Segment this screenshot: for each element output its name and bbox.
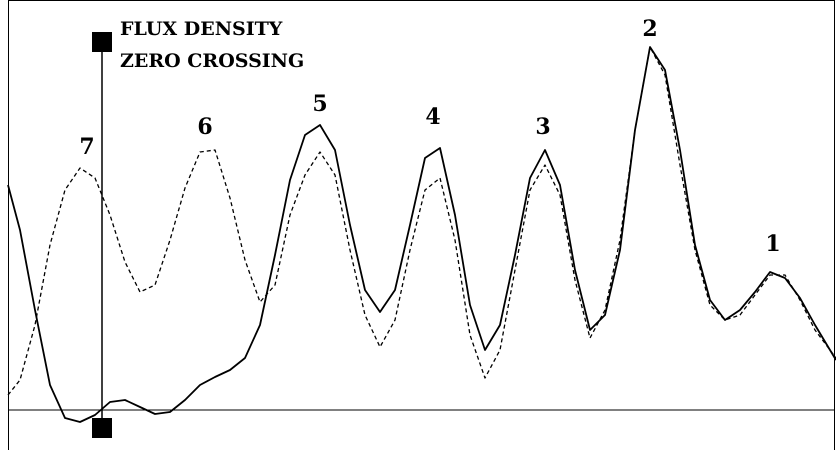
signal-line — [7, 46, 836, 423]
cursor-marker — [92, 32, 112, 52]
signal-line — [7, 46, 836, 396]
peak-label: 6 — [197, 114, 212, 140]
peak-label: 7 — [79, 134, 94, 160]
peak-label: 2 — [642, 16, 657, 42]
frame — [8, 0, 835, 450]
title-line: ZERO CROSSING — [120, 50, 304, 72]
peak-label: 1 — [765, 231, 780, 257]
peak-label: 3 — [535, 114, 550, 140]
peak-label: 4 — [425, 104, 440, 130]
peak-label: 5 — [312, 91, 327, 117]
title-line: FLUX DENSITY — [120, 18, 283, 40]
cursor-marker — [92, 418, 112, 438]
